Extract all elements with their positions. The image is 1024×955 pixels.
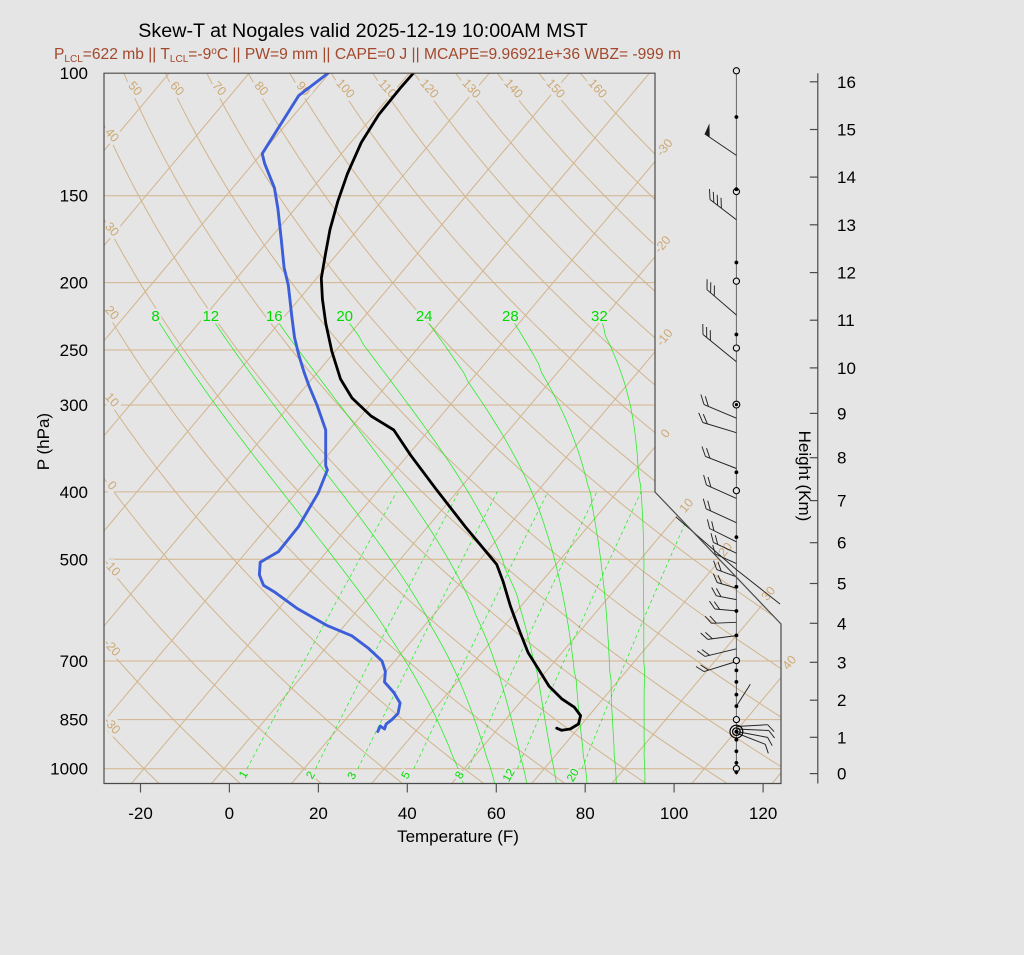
svg-text:16: 16 xyxy=(837,73,856,92)
svg-text:12: 12 xyxy=(202,308,219,325)
svg-text:850: 850 xyxy=(60,711,88,730)
svg-text:100: 100 xyxy=(660,804,688,823)
svg-text:300: 300 xyxy=(60,396,88,415)
svg-text:3: 3 xyxy=(837,653,846,672)
svg-text:28: 28 xyxy=(502,308,519,325)
svg-text:11: 11 xyxy=(837,311,855,330)
svg-text:4: 4 xyxy=(837,614,846,633)
svg-text:1000: 1000 xyxy=(50,760,88,779)
svg-text:5: 5 xyxy=(837,575,846,594)
svg-text:15: 15 xyxy=(837,121,856,140)
svg-text:7: 7 xyxy=(837,492,846,511)
svg-text:250: 250 xyxy=(60,341,88,360)
svg-text:9: 9 xyxy=(837,404,846,423)
svg-text:Temperature (F): Temperature (F) xyxy=(397,827,519,846)
svg-text:14: 14 xyxy=(837,168,856,187)
svg-text:Skew-T at Nogales valid 2025-1: Skew-T at Nogales valid 2025-12-19 10:00… xyxy=(138,20,587,42)
svg-text:16: 16 xyxy=(266,308,283,325)
svg-text:2: 2 xyxy=(837,691,846,710)
svg-text:20: 20 xyxy=(309,804,328,823)
svg-text:120: 120 xyxy=(749,804,777,823)
svg-text:500: 500 xyxy=(60,550,88,569)
svg-text:700: 700 xyxy=(60,652,88,671)
svg-text:8: 8 xyxy=(151,308,159,325)
svg-text:200: 200 xyxy=(60,274,88,293)
svg-text:20: 20 xyxy=(336,308,353,325)
svg-text:80: 80 xyxy=(576,804,595,823)
svg-text:Height (Km): Height (Km) xyxy=(795,431,814,522)
svg-text:32: 32 xyxy=(591,308,608,325)
svg-text:P (hPa): P (hPa) xyxy=(34,413,53,470)
svg-text:0: 0 xyxy=(225,804,234,823)
svg-text:13: 13 xyxy=(837,216,856,235)
svg-text:-20: -20 xyxy=(128,804,153,823)
svg-text:8: 8 xyxy=(837,449,846,468)
svg-text:100: 100 xyxy=(60,64,88,83)
svg-text:24: 24 xyxy=(416,308,433,325)
svg-text:PLCL=622 mb || TLCL=-9oC || PW: PLCL=622 mb || TLCL=-9oC || PW=9 mm || C… xyxy=(54,46,681,65)
svg-text:6: 6 xyxy=(837,534,846,553)
svg-text:150: 150 xyxy=(60,187,88,206)
svg-text:60: 60 xyxy=(487,804,506,823)
svg-text:40: 40 xyxy=(398,804,417,823)
svg-text:10: 10 xyxy=(837,359,856,378)
svg-text:0: 0 xyxy=(837,765,846,784)
svg-text:400: 400 xyxy=(60,483,88,502)
svg-text:1: 1 xyxy=(837,728,846,747)
svg-text:12: 12 xyxy=(837,264,856,283)
